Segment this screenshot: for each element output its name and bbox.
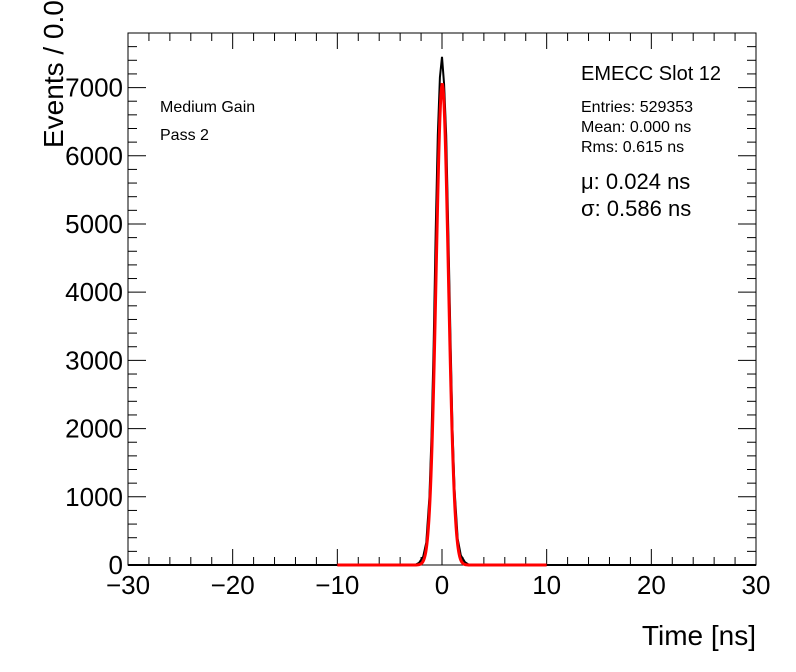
gaussian-fit-line (337, 82, 547, 567)
x-axis-label: Time [ns] (641, 620, 756, 651)
y-axis-label: Events / 0.02 ns (38, 0, 69, 148)
y-tick-label: 0 (109, 550, 123, 580)
x-tick-label: 30 (742, 570, 771, 600)
x-tick-label: −20 (211, 570, 255, 600)
chart-title: EMECC Slot 12 (581, 63, 722, 85)
y-tick-label: 4000 (65, 277, 123, 307)
y-tick-label: 7000 (65, 73, 123, 103)
y-tick-label: 6000 (65, 141, 123, 171)
y-tick-label: 1000 (65, 482, 123, 512)
fit-mu: μ: 0.024 ns (581, 169, 691, 194)
stats-rms: Rms: 0.615 ns (581, 139, 685, 156)
stats-entries: Entries: 529353 (581, 99, 694, 116)
gain-label: Medium Gain (160, 99, 256, 116)
y-tick-label: 2000 (65, 414, 123, 444)
x-tick-label: 0 (435, 570, 449, 600)
y-tick-label: 3000 (65, 345, 123, 375)
x-tick-label: 20 (637, 570, 666, 600)
stats-mean: Mean: 0.000 ns (581, 119, 692, 136)
pass-label: Pass 2 (160, 127, 209, 144)
x-tick-label: −10 (315, 570, 359, 600)
x-tick-label: −30 (106, 570, 150, 600)
x-tick-label: 10 (532, 570, 561, 600)
fit-sigma: σ: 0.586 ns (581, 196, 692, 221)
y-tick-label: 5000 (65, 209, 123, 239)
